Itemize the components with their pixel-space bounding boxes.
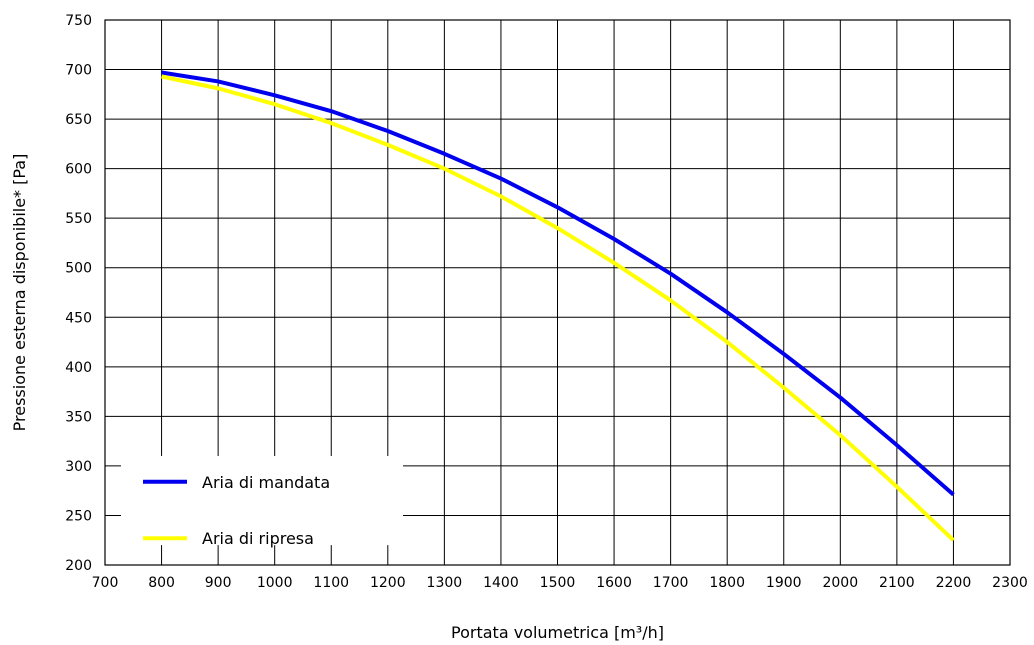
x-tick-label: 700 [92, 575, 119, 591]
series-line-0 [161, 70, 955, 497]
legend-box [121, 455, 403, 546]
legend-label-aria-di-ripresa: Aria di ripresa [202, 529, 314, 548]
y-tick-label: 350 [65, 409, 92, 425]
series-line-1 [161, 74, 955, 542]
y-tick-label: 250 [65, 508, 92, 524]
x-tick-label: 1300 [427, 575, 463, 591]
y-axis-label: Pressione esterna disponibile* [Pa] [10, 154, 29, 432]
y-tick-label: 650 [65, 112, 92, 128]
x-tick-label: 1900 [766, 575, 802, 591]
plot-area-frame [104, 19, 1011, 566]
x-tick-label: 1800 [709, 575, 745, 591]
y-tick-label: 600 [65, 162, 92, 178]
x-tick-label: 1700 [653, 575, 689, 591]
legend-label-aria-di-mandata: Aria di mandata [202, 473, 330, 492]
y-tick-label: 750 [65, 13, 92, 29]
x-tick-label: 2300 [992, 575, 1028, 591]
legend: Aria di mandata Aria di ripresa [121, 455, 403, 548]
series-lines [161, 70, 955, 542]
y-axis-ticks: 200 250 300 350 400 450 500 550 600 650 700 750 [65, 13, 92, 574]
y-tick-label: 450 [65, 310, 92, 326]
y-tick-label: 700 [65, 63, 92, 79]
x-axis-ticks: 700 800 900 1000 1100 1200 1300 1400 1500 1600 170… [92, 575, 1028, 591]
y-tick-label: 200 [65, 558, 92, 574]
x-tick-label: 2100 [879, 575, 915, 591]
x-tick-label: 900 [205, 575, 232, 591]
x-tick-label: 1100 [313, 575, 349, 591]
x-tick-label: 1400 [483, 575, 519, 591]
y-tick-label: 550 [65, 211, 92, 227]
x-axis-label: Portata volumetrica [m³/h] [451, 623, 664, 642]
x-tick-label: 1000 [257, 575, 293, 591]
x-tick-label: 1200 [370, 575, 406, 591]
x-tick-label: 2200 [936, 575, 972, 591]
y-tick-label: 500 [65, 261, 92, 277]
y-tick-label: 400 [65, 360, 92, 376]
x-tick-label: 800 [148, 575, 175, 591]
y-tick-label: 300 [65, 459, 92, 475]
x-tick-label: 2000 [822, 575, 858, 591]
x-tick-label: 1600 [596, 575, 632, 591]
x-tick-label: 1500 [540, 575, 576, 591]
